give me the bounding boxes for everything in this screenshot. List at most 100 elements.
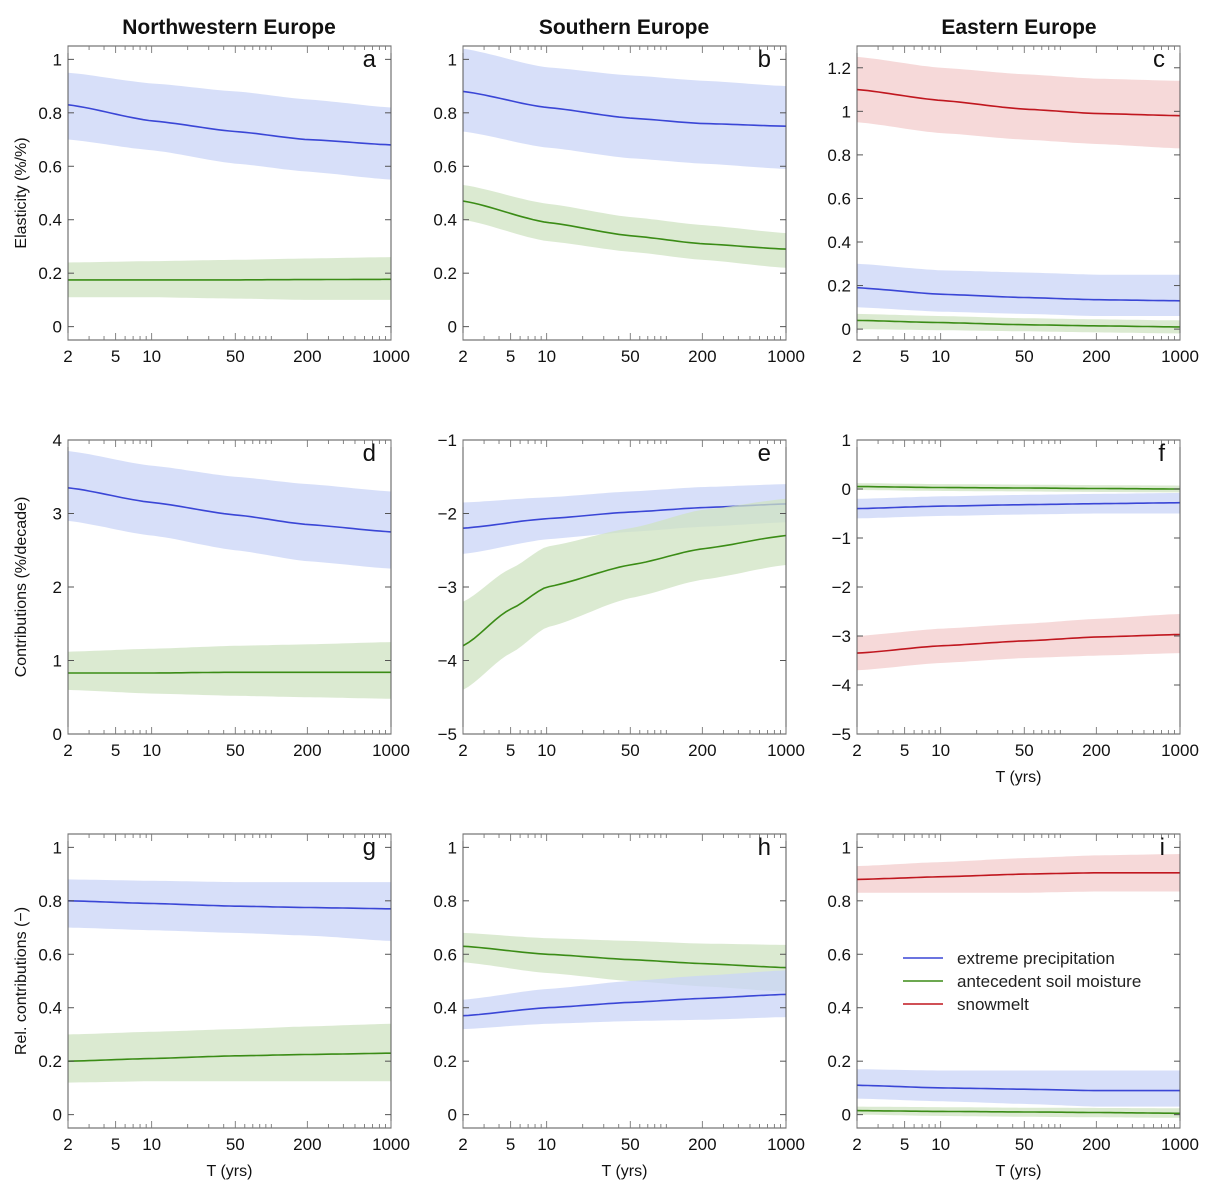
ytick-label-d-0: 0: [53, 725, 62, 744]
legend-label-snow: snowmelt: [957, 995, 1029, 1014]
xlabel-f: T (yrs): [996, 769, 1042, 786]
xtick-label-g-0: 2: [63, 1135, 72, 1154]
plot-area-h: [463, 932, 786, 1030]
line-i-soil: [857, 1109, 1180, 1115]
xtick-label-b-0: 2: [458, 347, 467, 366]
xtick-label-g-1: 5: [111, 1135, 120, 1154]
xtick-label-d-1: 5: [111, 741, 120, 760]
ytick-label-b-2: 0.4: [433, 211, 457, 230]
line-h-soil: [463, 945, 786, 969]
panel-g: 0 0.2 0.4 0.6 0.8 1 2 5 10 50 200 1000 g Rel. contrib…: [13, 833, 410, 1180]
line-f-snow: [857, 633, 1180, 654]
line-d-precip: [68, 487, 391, 533]
line-b-soil: [463, 200, 786, 250]
xtick-label-h-4: 200: [688, 1135, 716, 1154]
ytick-label-f-1: −4: [832, 676, 851, 695]
legend-label-precip: extreme precipitation: [957, 949, 1115, 968]
band-f-snow: [857, 614, 1180, 671]
panel-letter-f: f: [1158, 440, 1165, 467]
band-c-snow: [857, 56, 1180, 149]
xtick-label-i-0: 2: [852, 1135, 861, 1154]
xtick-label-g-3: 50: [226, 1135, 245, 1154]
plot-area-f: [857, 483, 1180, 671]
panel-letter-h: h: [758, 834, 771, 861]
xtick-label-a-4: 200: [293, 347, 321, 366]
ytick-label-g-5: 1: [53, 838, 62, 857]
ytick-label-e-2: −3: [438, 578, 457, 597]
xtick-label-e-4: 200: [688, 741, 716, 760]
xtick-label-e-5: 1000: [767, 741, 805, 760]
line-f-precip: [857, 501, 1180, 510]
xtick-label-d-4: 200: [293, 741, 321, 760]
ytick-label-a-4: 0.8: [38, 104, 62, 123]
xtick-label-i-2: 10: [931, 1135, 950, 1154]
xtick-label-b-2: 10: [537, 347, 556, 366]
xlabel-h: T (yrs): [602, 1163, 648, 1180]
ytick-label-b-1: 0.2: [433, 264, 457, 283]
band-b-precip: [463, 48, 786, 169]
plot-area-g: [68, 879, 391, 1083]
ytick-label-g-3: 0.6: [38, 945, 62, 964]
band-g-soil: [68, 1023, 391, 1083]
ytick-label-c-0: 0: [842, 320, 851, 339]
ytick-label-c-4: 0.8: [827, 146, 851, 165]
line-f-soil: [857, 485, 1180, 490]
panel-b: 0 0.2 0.4 0.6 0.8 1 2 5 10 50 200 1000 b: [433, 45, 805, 366]
ytick-label-g-2: 0.4: [38, 999, 62, 1018]
ytick-label-e-3: −2: [438, 505, 457, 524]
panel-h: 0 0.2 0.4 0.6 0.8 1 2 5 10 50 200 1000 h T (yrs): [433, 833, 805, 1180]
frame-b: [462, 45, 787, 341]
ytick-label-i-1: 0.2: [827, 1052, 851, 1071]
ytick-label-i-4: 0.8: [827, 892, 851, 911]
ytick-label-a-0: 0: [53, 318, 62, 337]
xtick-label-d-0: 2: [63, 741, 72, 760]
ytick-label-a-3: 0.6: [38, 157, 62, 176]
panel-letter-e: e: [758, 440, 771, 467]
ylabel-g: Rel. contributions (−): [13, 907, 30, 1055]
xtick-label-h-2: 10: [537, 1135, 556, 1154]
line-c-precip: [857, 286, 1180, 302]
plot-area-c: [857, 56, 1180, 334]
ytick-label-b-0: 0: [448, 318, 457, 337]
ytick-label-h-2: 0.4: [433, 999, 457, 1018]
band-g-precip: [68, 879, 391, 941]
ytick-label-e-1: −4: [438, 652, 457, 671]
ytick-label-i-2: 0.4: [827, 999, 851, 1018]
xtick-label-c-5: 1000: [1161, 347, 1199, 366]
line-c-soil: [857, 319, 1180, 328]
xtick-label-i-4: 200: [1082, 1135, 1110, 1154]
xtick-label-c-3: 50: [1015, 347, 1034, 366]
panel-a: 0 0.2 0.4 0.6 0.8 1 2 5 10 50 200 1000 a Elasticity (…: [13, 45, 410, 366]
band-b-soil: [463, 185, 786, 268]
ytick-label-g-0: 0: [53, 1106, 62, 1125]
xtick-label-f-5: 1000: [1161, 741, 1199, 760]
panel-e: −5 −4 −3 −2 −1 2 5 10 50 200 1000 e: [438, 431, 805, 760]
xtick-label-f-0: 2: [852, 741, 861, 760]
ytick-label-f-5: 0: [842, 480, 851, 499]
xtick-label-b-3: 50: [621, 347, 640, 366]
ytick-label-i-5: 1: [842, 838, 851, 857]
plot-area-e: [463, 484, 786, 690]
xtick-label-e-3: 50: [621, 741, 640, 760]
xtick-label-g-4: 200: [293, 1135, 321, 1154]
ytick-label-c-3: 0.6: [827, 189, 851, 208]
ytick-label-b-3: 0.6: [433, 157, 457, 176]
xlabel-i: T (yrs): [996, 1163, 1042, 1180]
xtick-label-f-2: 10: [931, 741, 950, 760]
band-i-snow: [857, 854, 1180, 893]
panel-letter-i: i: [1160, 834, 1165, 861]
ytick-label-a-1: 0.2: [38, 264, 62, 283]
ytick-label-f-6: 1: [842, 431, 851, 450]
ytick-label-b-5: 1: [448, 50, 457, 69]
ytick-label-h-1: 0.2: [433, 1052, 457, 1071]
frame-c: [856, 45, 1181, 341]
ytick-label-e-0: −5: [438, 725, 457, 744]
panel-d: 0 1 2 3 4 2 5 10 50 200 1000 d Contributions (%/deca…: [13, 431, 410, 760]
ytick-label-f-2: −3: [832, 627, 851, 646]
band-e-precip: [463, 484, 786, 554]
line-h-precip: [463, 993, 786, 1017]
ytick-label-f-4: −1: [832, 529, 851, 548]
frame-h: [462, 833, 787, 1129]
xtick-label-h-1: 5: [506, 1135, 515, 1154]
band-c-precip: [857, 263, 1180, 316]
